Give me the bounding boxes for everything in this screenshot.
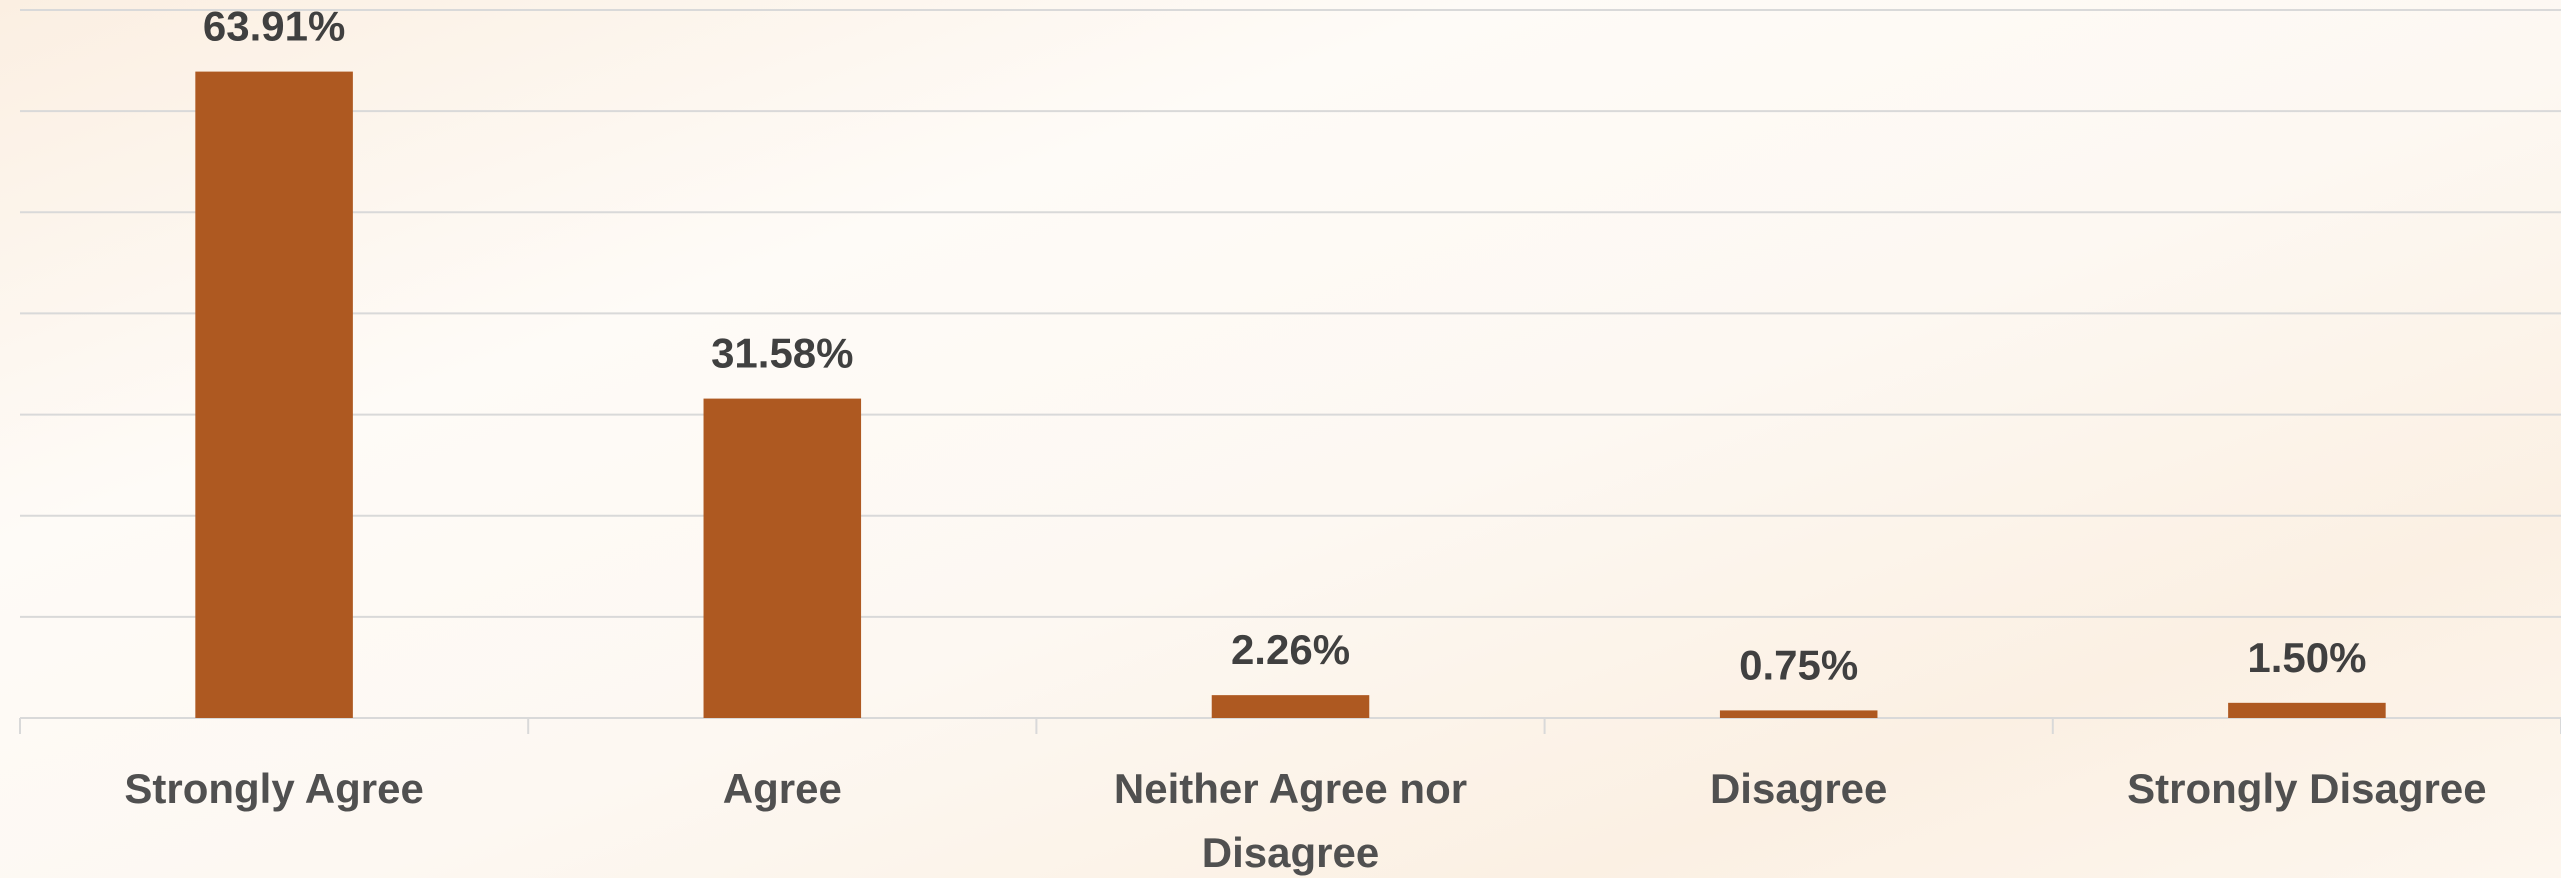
bar <box>1211 695 1370 718</box>
x-tick-label: Disagree <box>1709 765 1888 812</box>
data-label: 0.75% <box>1739 642 1858 689</box>
data-label: 1.50% <box>2247 634 2366 681</box>
x-tick-label: Strongly Agree <box>124 765 424 812</box>
data-label: 2.26% <box>1231 626 1350 673</box>
bar <box>703 398 862 718</box>
data-label: 31.58% <box>711 330 853 377</box>
data-label: 63.91% <box>203 3 345 50</box>
bar <box>195 71 353 718</box>
x-tick-label: Agree <box>722 765 842 812</box>
bar <box>2228 702 2386 718</box>
bar <box>1719 710 1878 718</box>
x-tick-label: Strongly Disagree <box>2127 765 2487 812</box>
x-tick-label: Neither Agree nor Disagree <box>1113 765 1468 876</box>
